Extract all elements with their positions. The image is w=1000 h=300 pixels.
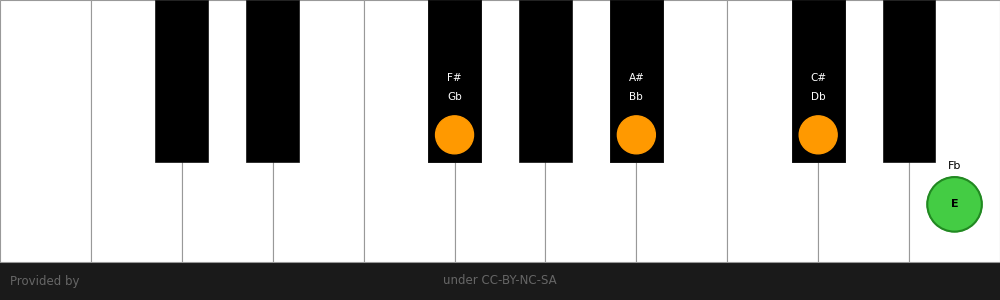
Bar bbox=[792, 0, 845, 162]
Text: Gb: Gb bbox=[447, 92, 462, 103]
Text: Bb: Bb bbox=[629, 92, 643, 103]
Bar bbox=[636, 0, 727, 262]
Bar bbox=[273, 0, 364, 262]
Bar bbox=[455, 0, 545, 262]
Bar bbox=[428, 0, 481, 162]
Circle shape bbox=[617, 116, 655, 154]
Circle shape bbox=[436, 116, 474, 154]
Text: A#: A# bbox=[628, 73, 644, 83]
Bar bbox=[545, 0, 636, 262]
Bar bbox=[909, 0, 1000, 262]
Bar bbox=[91, 0, 182, 262]
Text: Fb: Fb bbox=[948, 161, 961, 171]
Circle shape bbox=[927, 177, 982, 232]
Text: under CC-BY-NC-SA: under CC-BY-NC-SA bbox=[443, 274, 557, 287]
Bar bbox=[246, 0, 299, 162]
Text: F#: F# bbox=[447, 73, 462, 83]
Text: Provided by: Provided by bbox=[10, 274, 80, 287]
Bar bbox=[610, 0, 663, 162]
Text: Db: Db bbox=[811, 92, 825, 103]
Text: E: E bbox=[951, 200, 958, 209]
Text: C#: C# bbox=[810, 73, 826, 83]
Bar bbox=[883, 0, 935, 162]
Bar bbox=[0, 0, 91, 262]
Bar bbox=[364, 0, 455, 262]
Bar bbox=[818, 0, 909, 262]
Bar bbox=[792, 0, 845, 162]
Bar bbox=[727, 0, 818, 262]
Bar bbox=[182, 0, 273, 262]
Bar bbox=[155, 0, 208, 162]
Bar bbox=[610, 0, 663, 162]
Bar bbox=[428, 0, 481, 162]
Bar bbox=[0, 262, 1000, 300]
Circle shape bbox=[799, 116, 837, 154]
Bar bbox=[519, 0, 572, 162]
